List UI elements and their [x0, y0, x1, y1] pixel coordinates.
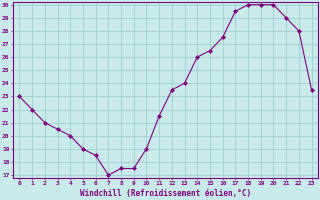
- X-axis label: Windchill (Refroidissement éolien,°C): Windchill (Refroidissement éolien,°C): [80, 189, 251, 198]
